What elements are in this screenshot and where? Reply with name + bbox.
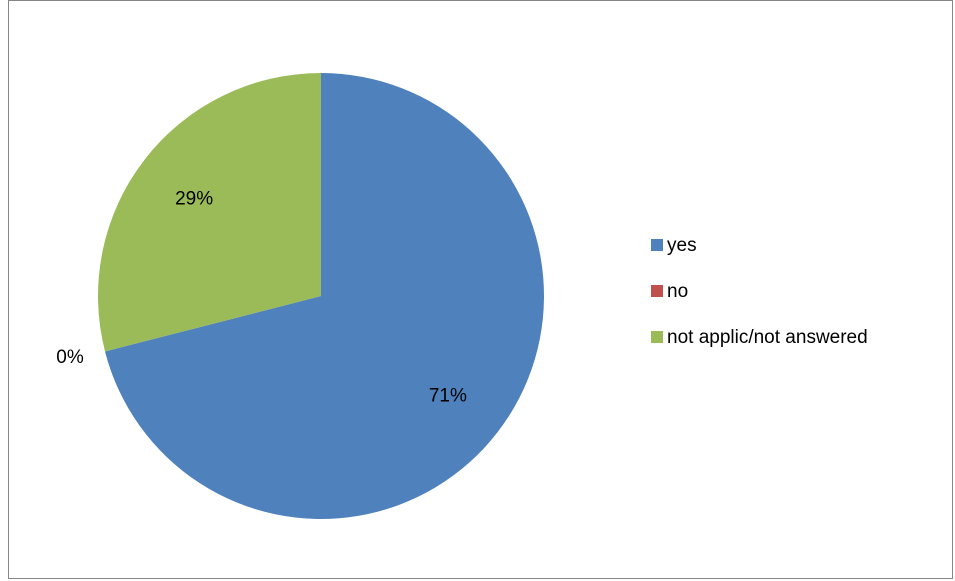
slice-yes	[105, 73, 545, 520]
legend-label-yes: yes	[667, 235, 697, 256]
data-label-yes: 71%	[429, 385, 467, 406]
legend-swatch-not-applic-not-answered	[651, 331, 663, 343]
slice-not-applic-not-answered	[97, 73, 321, 352]
data-label-no: 0%	[56, 347, 84, 368]
legend-swatch-no	[651, 285, 663, 297]
legend-swatch-yes	[651, 239, 663, 251]
legend-label-no: no	[667, 281, 688, 302]
legend-label-not-applic-not-answered: not applic/not answered	[667, 327, 868, 348]
data-label-not-applic-not-answered: 29%	[175, 189, 213, 210]
pie-data-labels: 71% 0% 29%	[56, 189, 467, 407]
pie-slices	[97, 73, 545, 520]
legend: yes no not applic/not answered	[651, 235, 868, 348]
